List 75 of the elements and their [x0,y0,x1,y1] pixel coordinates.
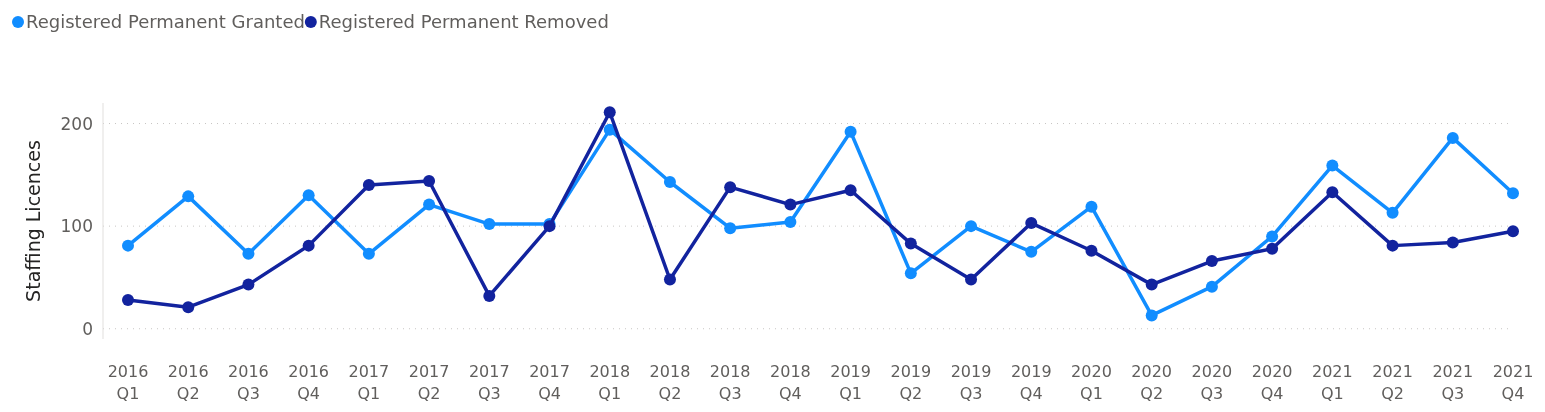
x-tick-label: 2020 Q2 [1131,362,1173,403]
point [122,294,134,307]
x-tick-label: 2021 Q4 [1492,362,1534,403]
point [302,239,315,252]
point [1386,206,1399,219]
point [784,198,797,211]
point [1145,309,1158,322]
point [1205,280,1218,293]
x-tick-label: 2021 Q3 [1432,362,1474,403]
point [483,218,496,231]
point [965,220,978,233]
point [1266,230,1279,243]
point [784,216,797,229]
point [844,125,857,138]
point [1085,200,1098,213]
x-tick-label: 2016 Q4 [288,362,330,403]
point [362,247,375,260]
point [182,190,195,203]
y-tick-label: 100 [60,216,93,237]
point [1085,244,1098,257]
x-tick-label: 2021 Q1 [1311,362,1353,403]
x-tick-label: 2018 Q3 [709,362,751,403]
x-tick-label: 2018 Q1 [589,362,631,403]
point [182,301,195,314]
x-tick-label: 2020 Q3 [1191,362,1233,403]
point [362,179,375,192]
x-tick-label: 2019 Q2 [890,362,932,403]
point [1145,278,1158,291]
x-tick-label: 2017 Q1 [348,362,390,403]
point [242,278,255,291]
point [603,106,616,119]
point [1446,236,1459,249]
point [844,184,857,197]
point [1025,217,1038,230]
point [242,247,255,260]
x-tick-label: 2019 Q1 [830,362,871,403]
point [483,289,496,302]
y-tick-label: 200 [60,113,93,134]
x-tick-label: 2016 Q2 [167,362,209,403]
point [904,267,917,280]
point [1507,187,1519,200]
point [904,237,917,250]
x-tick-label: 2018 Q4 [770,362,811,403]
x-tick-label: 2020 Q1 [1071,362,1112,403]
x-tick-label: 2016 Q1 [107,362,149,403]
x-tick-label: 2017 Q4 [529,362,570,403]
point [1025,245,1038,258]
legend-label: Registered Permanent Granted [26,11,305,32]
x-tick-label: 2019 Q4 [1010,362,1052,403]
x-tick-label: 2021 Q2 [1372,362,1413,403]
y-tick-label: 0 [82,318,93,339]
x-tick-label: 2020 Q4 [1251,362,1293,403]
point [1386,239,1399,252]
point [423,174,436,187]
point [423,198,436,211]
point [724,181,737,194]
point [302,189,315,202]
point [1326,186,1339,199]
point [663,176,676,189]
x-tick-label: 2017 Q2 [408,362,450,403]
point [122,239,134,252]
point [965,273,978,286]
point [663,273,676,286]
point [724,222,737,235]
x-tick-label: 2017 Q3 [468,362,510,403]
y-axis-title: Staffing Licences [22,140,44,302]
x-tick-label: 2019 Q3 [950,362,992,403]
point [1326,159,1339,172]
legend-label: Registered Permanent Removed [318,11,609,32]
point [1205,255,1218,268]
point [1507,225,1519,238]
x-tick-label: 2018 Q2 [649,362,691,403]
x-tick-label: 2016 Q3 [228,362,269,403]
point [1266,242,1279,255]
point [1446,131,1459,144]
